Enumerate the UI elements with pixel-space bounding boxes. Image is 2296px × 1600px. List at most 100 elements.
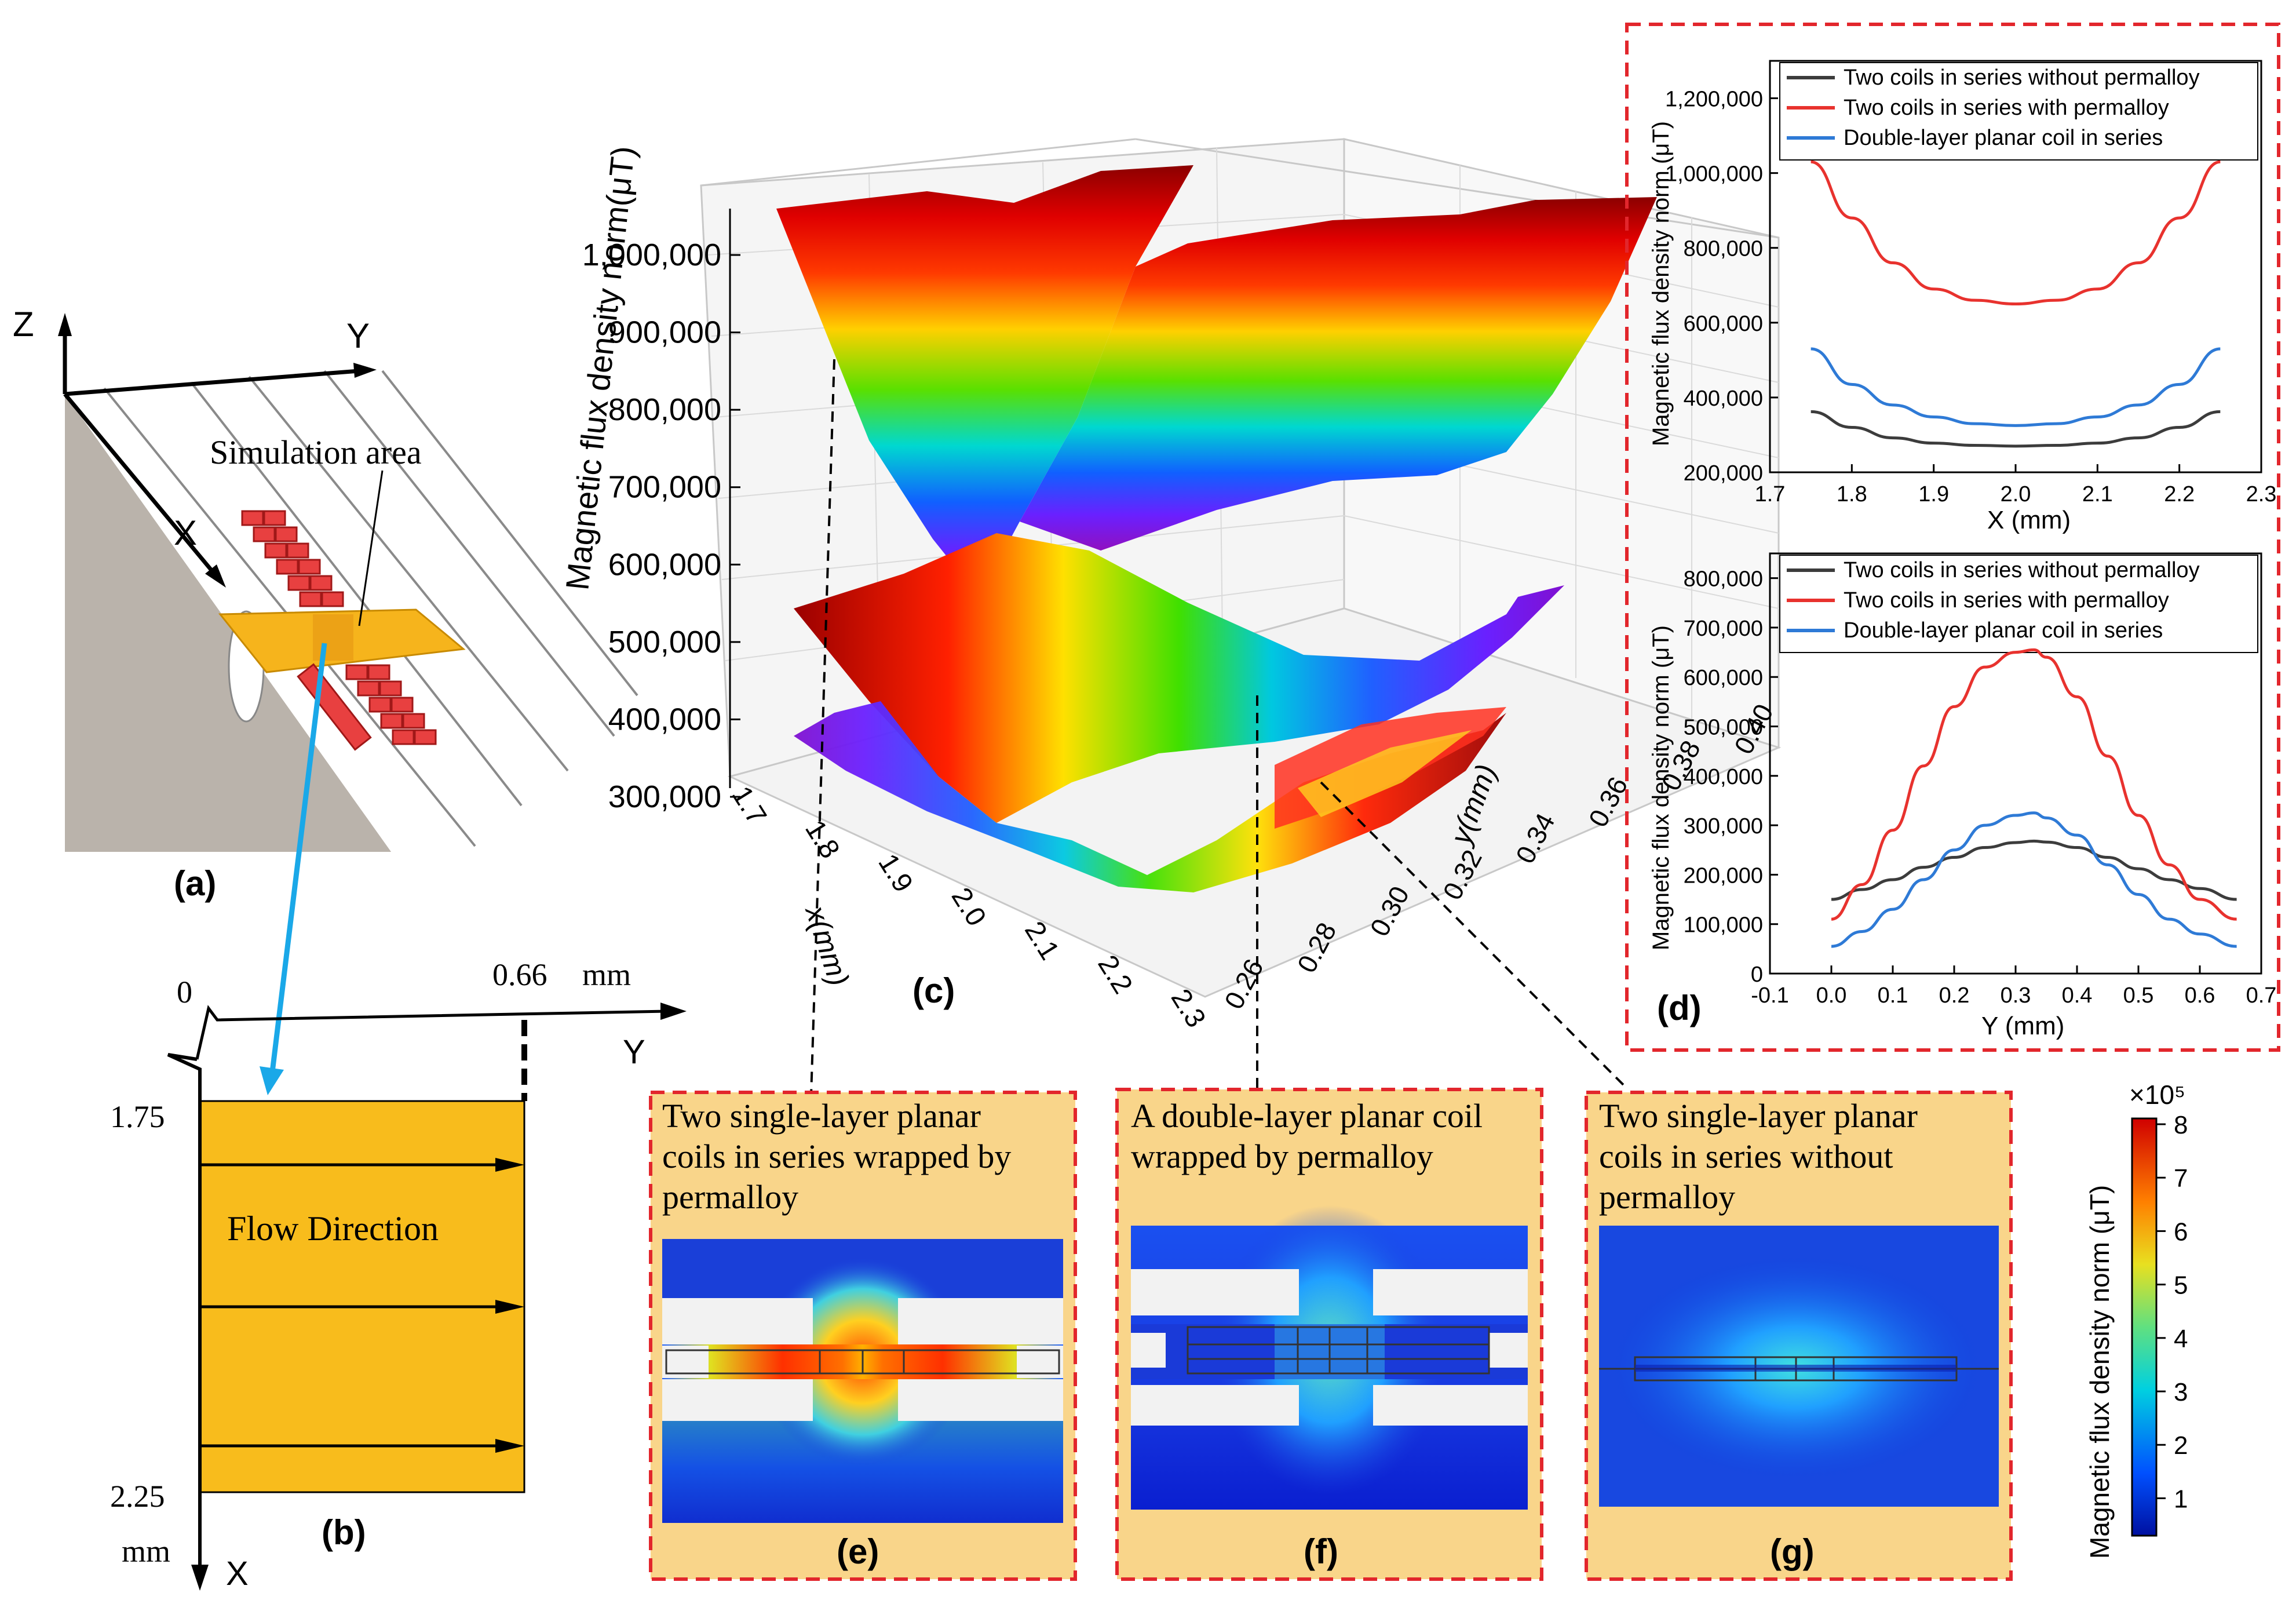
y-tick-label: 400,000: [1684, 387, 1763, 411]
z-tick-labels: 300,000 400,000 500,000 600,000 700,000 800,0…: [582, 238, 740, 814]
colorbar-gradient: [2131, 1117, 2158, 1537]
simulation-area-label: Simulation area: [210, 433, 422, 471]
y-tick-label: 300,000: [1684, 814, 1763, 839]
x-tick-label: 2.3: [2246, 482, 2277, 506]
top-y-axis-title: Magnetic flux density norm (μT): [1648, 121, 1674, 446]
legend-entry: Double-layer planar coil in series: [1844, 126, 2163, 150]
y-end-label: 0.66: [492, 957, 547, 992]
y-tick-label: 100,000: [1684, 913, 1763, 938]
legend-entry: Two coils in series with permalloy: [1844, 96, 2169, 120]
coil-array-top: [241, 510, 344, 607]
colorbar-tick-label: 3: [2174, 1378, 2188, 1406]
y-tick-label: 500,000: [1684, 716, 1763, 740]
colorbar-tick-label: 8: [2174, 1111, 2188, 1139]
x-tick-label: 0.0: [1816, 983, 1847, 1008]
x-end-label: 2.25: [110, 1479, 165, 1514]
x-tick-label: 2.0: [2001, 482, 2031, 506]
link-arrow: [269, 643, 327, 1073]
x-start-label: 1.75: [110, 1099, 165, 1134]
coil-array-bottom: [345, 664, 437, 745]
colorbar-tick-label: 4: [2174, 1325, 2188, 1353]
x-tick-label: 0.4: [2062, 983, 2093, 1008]
legend-entry: Two coils in series without permalloy: [1844, 65, 2200, 90]
y-tick-label: 0: [1751, 963, 1763, 987]
axis-z-label: Z: [13, 305, 34, 344]
panel-a: Z Y X Simulation area (a): [13, 305, 638, 1095]
y-tick-label: 700,000: [1684, 617, 1763, 641]
legend-entry: Two coils in series without permalloy: [1844, 558, 2200, 582]
panel-c: 300,000 400,000 500,000 600,000 700,000 800,0…: [559, 138, 1782, 1096]
colorbar-title: Magnetic flux density norm (μT): [2085, 1185, 2115, 1559]
x-tick-label: -0.1: [1751, 983, 1788, 1008]
panel-d-border: [1625, 23, 2280, 1052]
colorbar-tick-label: 5: [2174, 1271, 2188, 1300]
z-tick-label: 500,000: [608, 625, 721, 659]
axis-x-line: [63, 392, 216, 575]
colorbar-multiplier: ×10⁵: [2129, 1080, 2185, 1110]
y-tick-label: 1,000,000: [1665, 162, 1763, 187]
colorbar: 1 2 3 4 5 6 7 8 ×10⁵ Magnetic flux density norm…: [2085, 1080, 2188, 1559]
series-line-1: [1810, 410, 2221, 448]
axis-x-label: X: [174, 513, 197, 552]
panel-f-title-line1: A double-layer planar coil: [1131, 1097, 1483, 1135]
surface-upper-right: [1020, 197, 1657, 551]
z-axis-title: Magnetic flux density norm(μT): [559, 144, 641, 592]
panel-label-a: (a): [174, 864, 216, 903]
legend-entry: Double-layer planar coil in series: [1844, 618, 2163, 643]
x-tick-label: 0.5: [2123, 983, 2154, 1008]
colorbar-tick-label: 2: [2174, 1431, 2188, 1460]
x-axis-line: [167, 1053, 202, 1576]
bottom-y-axis-title: Magnetic flux density norm (μT): [1648, 625, 1674, 950]
legend-entry: Two coils in series with permalloy: [1844, 588, 2169, 613]
x-axis-label: X: [226, 1555, 249, 1592]
x-tick-label: 0.2: [1939, 983, 1970, 1008]
axis-y-label: Y: [346, 316, 370, 355]
leader-lines: [810, 359, 1629, 1096]
x-tick-label: 1.9: [1918, 482, 1949, 506]
panel-e: Two single-layer planar coils in series …: [649, 1091, 1077, 1581]
z-tick-label: 400,000: [608, 702, 721, 737]
x-axis-title: x(mm): [799, 901, 856, 990]
top-series-group: [1810, 160, 2221, 448]
panel-f-title-line2: wrapped by permalloy: [1131, 1138, 1433, 1175]
colorbar-tick-label: 6: [2174, 1218, 2188, 1246]
axis-y-line: [64, 369, 360, 396]
x-tick-label: 0.7: [2246, 983, 2277, 1008]
panel-g: Two single-layer planar coils in series …: [1585, 1091, 2013, 1581]
series-line-3: [1810, 347, 2221, 427]
flow-direction-label: Flow Direction: [227, 1209, 439, 1248]
x-tick-label: 2.2: [2164, 482, 2195, 506]
panel-g-title-line2: coils in series without: [1599, 1138, 1893, 1175]
z-tick-label: 300,000: [608, 779, 721, 814]
x-tick-label: 1.8: [1837, 482, 1867, 506]
origin-label: 0: [177, 975, 192, 1009]
series-line-1: [1831, 839, 2237, 901]
y-tick-label: 200,000: [1684, 863, 1763, 888]
flow-arrows: [200, 1163, 510, 1448]
surface-middle: [794, 533, 1564, 823]
colorbar-tick-label: 1: [2174, 1485, 2188, 1513]
panel-e-title-line2: coils in series wrapped by: [662, 1138, 1011, 1175]
panel-label-e: (e): [837, 1532, 879, 1571]
flow-region: [199, 1100, 525, 1493]
colorbar-tick-label: 7: [2174, 1164, 2188, 1193]
panel-f: A double-layer planar coil wrapped by pe…: [1115, 1088, 1543, 1581]
y-tick-label: 400,000: [1684, 765, 1763, 789]
panel-label-d: (d): [1657, 989, 1702, 1027]
x-tick-label: 0.3: [2001, 983, 2031, 1008]
panel-e-title-line3: permalloy: [662, 1178, 798, 1216]
z-tick-label: 600,000: [608, 547, 721, 582]
y-tick-label: 600,000: [1684, 312, 1763, 336]
z-tick-label: 1,000,000: [582, 238, 721, 272]
bottom-x-axis-title: Y (mm): [1981, 1012, 2064, 1040]
top-x-axis-title: X (mm): [1987, 506, 2071, 534]
y-tick-label: 800,000: [1684, 567, 1763, 592]
z-tick-label: 900,000: [608, 315, 721, 350]
x-tick-label: 0.6: [2185, 983, 2215, 1008]
panel-label-g: (g): [1770, 1532, 1815, 1571]
y-tick-label: 800,000: [1684, 237, 1763, 261]
y-axis-label: Y: [623, 1033, 645, 1071]
panel-e-title-line1: Two single-layer planar: [662, 1097, 981, 1135]
surface-lower: [794, 701, 1506, 892]
